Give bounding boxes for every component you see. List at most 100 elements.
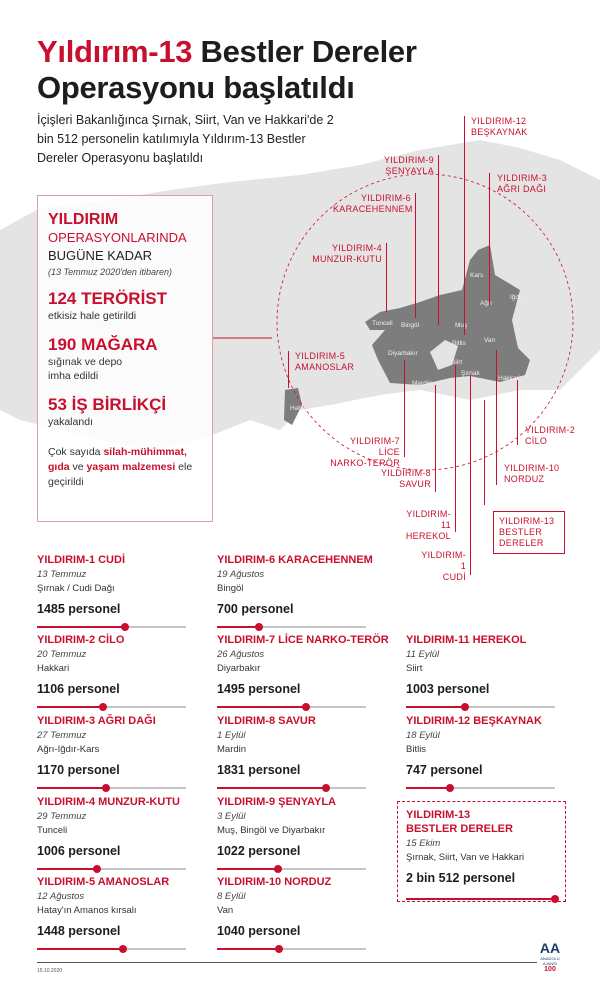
operation-personnel: 1106 personel [37,682,120,696]
personnel-bar-fill [406,787,451,789]
highlight: yaşam malzemesi [86,461,176,473]
highlight: silah-mühimmat, [103,446,187,458]
map-label-line: YILDIRIM-2 [525,425,576,435]
operation-title: YILDIRIM-13 [406,809,471,821]
title-highlight: Yıldırım-13 [37,34,193,69]
map-label-line: YILDIRIM-1 [421,550,466,571]
personnel-bar-marker [92,865,101,873]
map-label-line: YILDIRIM-3 [497,173,548,183]
map-label-y13: YILDIRIM-13 BESTLER DERELER [493,511,565,554]
operation-location: Muş, Bingöl ve Diyarbakır [217,825,326,836]
operation-card: YILDIRIM-2 CİLO 20 Temmuz Hakkari 1106 pe… [37,633,187,711]
map-label-y4: YILDIRIM-4 MUNZUR-KUTU [312,243,382,265]
personnel-bar-fill [406,706,466,708]
personnel-bar-marker [446,784,455,792]
province-label: Muş [455,322,468,329]
personnel-bar [406,895,559,903]
map-label-y6: YILDIRIM-6 KARACEHENNEM [333,193,412,215]
text: ve [69,461,87,473]
personnel-bar-marker [273,865,282,873]
personnel-bar-fill [406,898,555,900]
province-label: Şırnak [461,370,480,377]
summary-box: YILDIRIM OPERASYONLARINDA BUGÜNE KADAR (… [37,195,213,522]
personnel-bar [217,865,366,873]
map-label-y12: YILDIRIM-12 BEŞKAYNAK [471,116,528,138]
personnel-bar-fill [37,626,126,628]
map-label-line: YILDIRIM-7 LİCE [349,436,400,457]
province-label: Diyarbakır [388,350,418,357]
map-label-y2: YILDIRIM-2 CİLO [525,425,575,447]
operation-card: YILDIRIM-13 BESTLER DERELER 15 Ekim Şırnak… [406,808,559,903]
intro-text: İçişleri Bakanlığınca Şırnak, Siirt, Van… [37,113,334,165]
map-label-line: YILDIRIM-6 [360,193,411,203]
personnel-bar [406,703,555,711]
operation-title: YILDIRIM-6 KARACEHENNEM [217,554,373,566]
operation-personnel: 1448 personel [37,924,121,938]
personnel-bar-fill [37,868,97,870]
map-label-line: CUDİ [442,572,466,582]
operation-location: Van [217,905,234,916]
operation-title: YILDIRIM-7 LİCE NARKO-TERÖR [217,634,389,646]
map-label-line: NARKO-TERÖR [330,458,400,468]
map-label-line: DERELER [499,538,544,548]
map-label-line: HEREKOL [405,531,451,541]
operation-location: Hakkari [37,663,70,674]
province-label: Bitlis [452,340,466,347]
leader-line [470,375,471,575]
title-line2: Operasyonu başlatıldı [37,70,355,105]
highlight-card-frame [397,801,566,902]
map-label-y10: YILDIRIM-10 NORDUZ [504,463,559,485]
operation-location: Şırnak, Siirt, Van ve Hakkari [406,852,525,863]
map-label-line: BEŞKAYNAK [471,127,528,137]
operation-personnel: 1022 personel [217,844,301,858]
operation-date: 15 Ekim [406,838,441,849]
page-title: Yıldırım-13 Bestler Dereler Operasyonu b… [37,34,417,106]
stat-desc: yakalandı [48,416,93,428]
highlighted-provinces [365,245,530,385]
operation-personnel: 1040 personel [217,924,301,938]
operation-title: YILDIRIM-1 CUDİ [37,554,125,566]
map-label-y3: YILDIRIM-3 AĞRI DAĞI [497,173,547,195]
personnel-bar [217,623,366,631]
leader-line [484,400,485,505]
operation-location: Mardin [217,744,247,755]
map-label-line: YILDIRIM-13 [499,516,555,526]
operation-location: Tunceli [37,825,68,836]
map-label-y7: YILDIRIM-7 LİCE NARKO-TERÖR [326,436,400,469]
stat-value: 124 TERÖRİST [48,289,168,308]
map-label-y8: YILDIRIM-8 SAVUR [380,468,431,490]
operation-card: YILDIRIM-3 AĞRI DAĞI 27 Temmuz Ağrı-Iğdır… [37,714,187,792]
operation-title: YILDIRIM-2 CİLO [37,634,125,646]
operation-location: Bitlis [406,744,427,755]
map-label-line: BESTLER [499,527,543,537]
text: Çok sayıda [48,446,104,458]
personnel-bar-marker [551,895,559,903]
operation-card: YILDIRIM-4 MUNZUR-KUTU 29 Temmuz Tunceli … [37,795,187,873]
operation-date: 11 Eylül [406,649,440,660]
map-label-y5: YILDIRIM-5 AMANOSLAR [295,351,354,373]
province-label: Siirt [451,359,463,366]
map-label-line: YILDIRIM-10 [504,463,560,473]
personnel-bar-fill [37,948,123,950]
operation-card: YILDIRIM-10 NORDUZ 8 Eylül Van 1040 perso… [217,875,367,953]
personnel-bar [217,703,366,711]
operation-title: YILDIRIM-4 MUNZUR-KUTU [37,796,180,808]
stat-desc: etkisiz hale getirildi [48,310,137,322]
map-label-line: YILDIRIM-12 [471,116,527,126]
title-rest: Bestler Dereler [192,34,417,69]
map-label-line: YILDIRIM-4 [331,243,382,253]
operation-location: Ağrı-Iğdır-Kars [37,744,100,755]
highlight: gıda [48,461,70,473]
personnel-bar-fill [217,787,326,789]
operation-title: YILDIRIM-8 SAVUR [217,715,316,727]
leader-line [438,155,439,325]
leader-line [288,351,289,388]
operation-location: Şırnak / Cudi Dağı [37,583,115,594]
operation-card: YILDIRIM-9 ŞENYAYLA 3 Eylül Muş, Bingöl v… [217,795,367,873]
operation-location: Siirt [406,663,423,674]
leader-line [386,243,387,312]
map-label-line: YILDIRIM-9 [383,155,434,165]
province-label: Kars [470,272,484,279]
leader-line [404,360,405,457]
operation-personnel: 747 personel [406,763,483,777]
